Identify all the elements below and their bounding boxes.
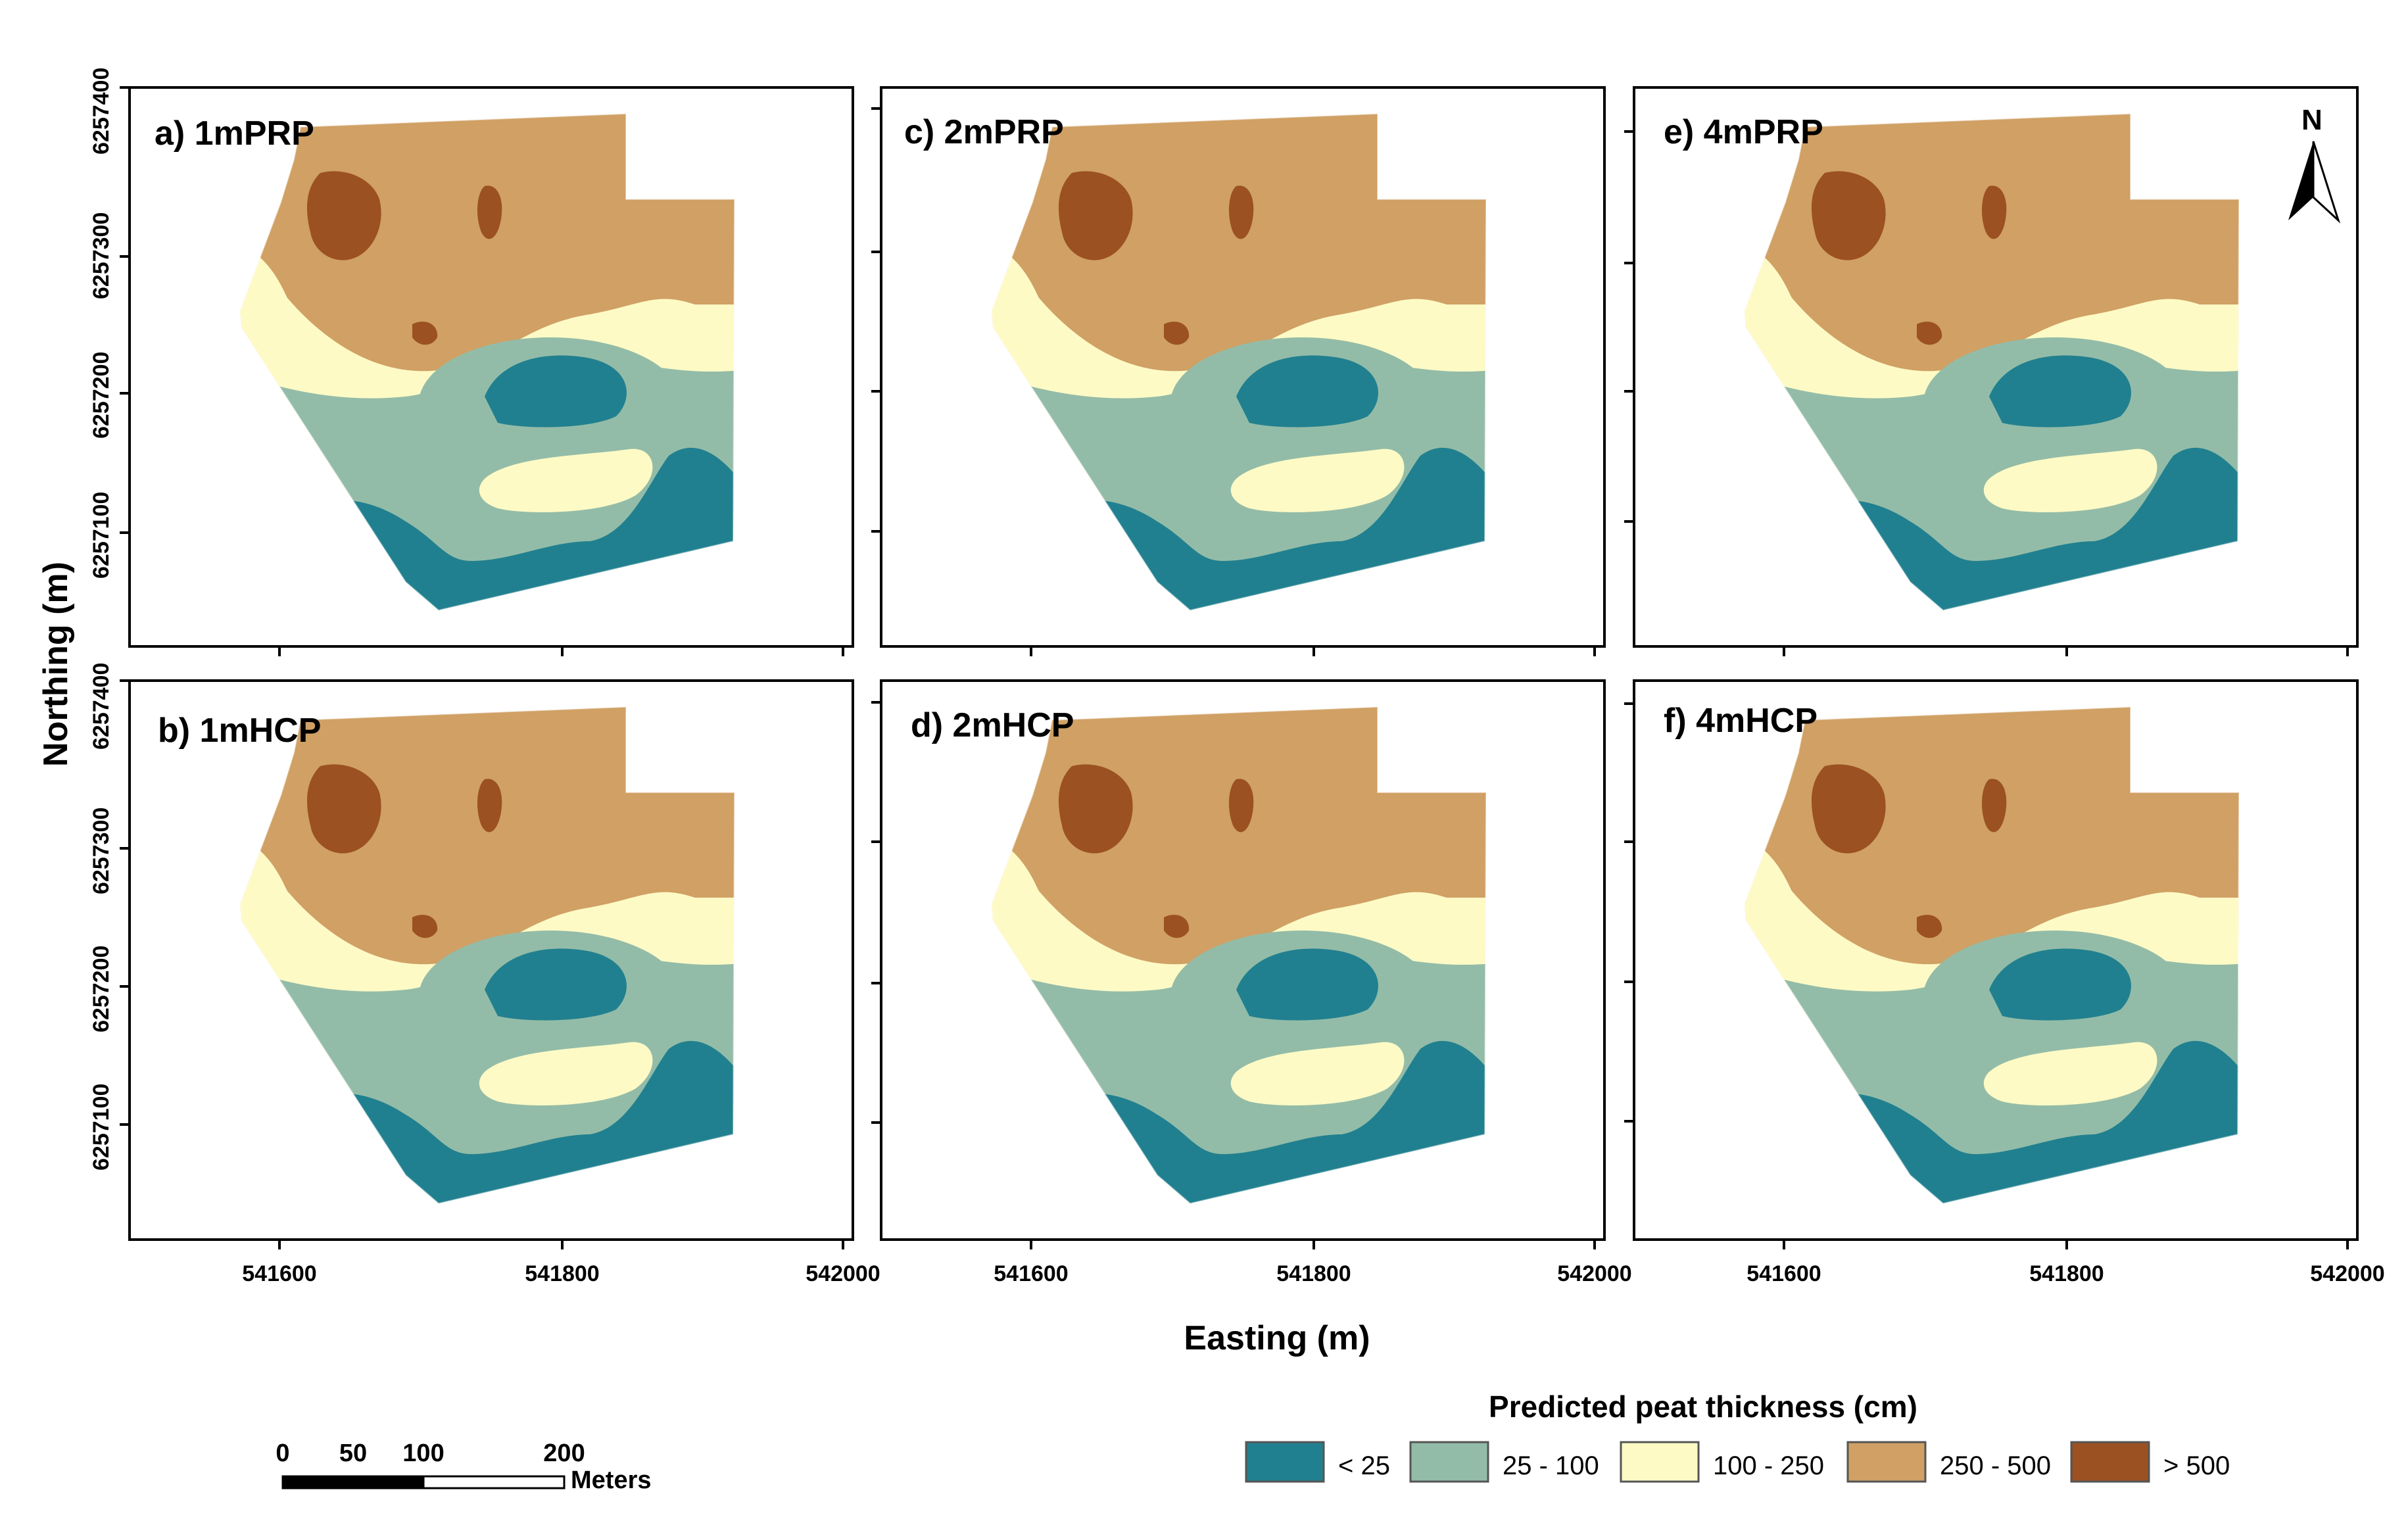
x-tick-label: 541800 xyxy=(1276,1261,1351,1286)
y-tick-label: 6257400 xyxy=(89,663,114,750)
scale-bar-segment xyxy=(281,1475,425,1489)
legend-item: 250 - 500 xyxy=(1846,1441,2051,1483)
y-axis-bottom: 6257400 6257300 6257200 6257100 xyxy=(89,663,130,1171)
panel-d-title: d) 2mHCP xyxy=(911,706,1074,744)
legend-label: 25 - 100 xyxy=(1503,1451,1599,1480)
north-arrow-icon: N xyxy=(2288,104,2341,224)
legend-item: < 25 xyxy=(1245,1441,1390,1483)
legend-item: > 500 xyxy=(2070,1441,2230,1483)
panel-f: f) 4mHCP xyxy=(1633,679,2359,1241)
x-tick-label: 541600 xyxy=(242,1261,316,1286)
legend-item: 100 - 250 xyxy=(1620,1441,1824,1483)
x-tick-label: 542000 xyxy=(2310,1261,2384,1286)
legend-item: 25 - 100 xyxy=(1409,1441,1599,1483)
x-tick-label: 541600 xyxy=(1746,1261,1821,1286)
y-tick-label: 6257300 xyxy=(89,808,114,894)
legend-swatch xyxy=(1409,1441,1489,1483)
x-tick-labels: 541600 541800 542000 541600 541800 54200… xyxy=(242,1261,2384,1286)
legend-title: Predicted peat thickness (cm) xyxy=(1489,1390,1917,1424)
y-tick-label: 6257200 xyxy=(89,352,114,439)
scale-bar-label: 200 xyxy=(543,1440,585,1467)
y-ticks-inner xyxy=(871,107,1634,1124)
panel-b-title: b) 1mHCP xyxy=(158,712,321,750)
legend: Predicted peat thickness (cm) < 25 25 - … xyxy=(1245,1390,2230,1483)
y-tick-label: 6257200 xyxy=(89,946,114,1032)
x-tick-label: 542000 xyxy=(806,1261,880,1286)
legend-label: 250 - 500 xyxy=(1940,1451,2051,1480)
north-arrow-label: N xyxy=(2301,104,2323,136)
legend-swatch xyxy=(1846,1441,1927,1483)
panel-a: a) 1mPRP xyxy=(128,86,854,648)
panel-f-title: f) 4mHCP xyxy=(1664,702,1818,740)
legend-label: > 500 xyxy=(2163,1451,2230,1480)
x-tick-label: 541600 xyxy=(994,1261,1068,1286)
scale-bar-label: 50 xyxy=(339,1440,367,1467)
x-axis-label: Easting (m) xyxy=(1184,1319,1370,1357)
y-tick-label: 6257100 xyxy=(89,1084,114,1171)
panel-b: b) 1mHCP xyxy=(128,679,854,1241)
y-axis-top: 6257400 6257300 6257200 6257100 xyxy=(89,68,130,579)
scale-bar-label: 100 xyxy=(402,1440,444,1467)
x-tick-label: 541800 xyxy=(2029,1261,2104,1286)
x-tick-label: 542000 xyxy=(1557,1261,1631,1286)
legend-label: < 25 xyxy=(1338,1451,1390,1480)
panel-e: e) 4mPRP xyxy=(1633,86,2359,648)
scale-bar-unit: Meters xyxy=(571,1466,652,1494)
scale-bar-label: 0 xyxy=(276,1440,289,1467)
panel-e-title: e) 4mPRP xyxy=(1664,113,1823,151)
x-ticks xyxy=(278,646,2349,1249)
y-tick-label: 6257400 xyxy=(89,68,114,155)
x-tick-label: 541800 xyxy=(525,1261,599,1286)
panel-c-title: c) 2mPRP xyxy=(904,113,1064,151)
legend-swatch xyxy=(1620,1441,1700,1483)
legend-label: 100 - 250 xyxy=(1713,1451,1824,1480)
y-tick-label: 6257100 xyxy=(89,492,114,579)
panel-a-title: a) 1mPRP xyxy=(155,114,314,153)
y-tick-label: 6257300 xyxy=(89,212,114,299)
scale-bar: 0 50 100 200 Meters xyxy=(276,1440,651,1494)
scale-bar-segment xyxy=(422,1475,566,1489)
panel-c: c) 2mPRP xyxy=(880,86,1606,648)
panel-d: d) 2mHCP xyxy=(880,679,1606,1241)
legend-swatch xyxy=(2070,1441,2150,1483)
y-axis-label: Northing (m) xyxy=(37,562,75,767)
legend-swatch xyxy=(1245,1441,1325,1483)
